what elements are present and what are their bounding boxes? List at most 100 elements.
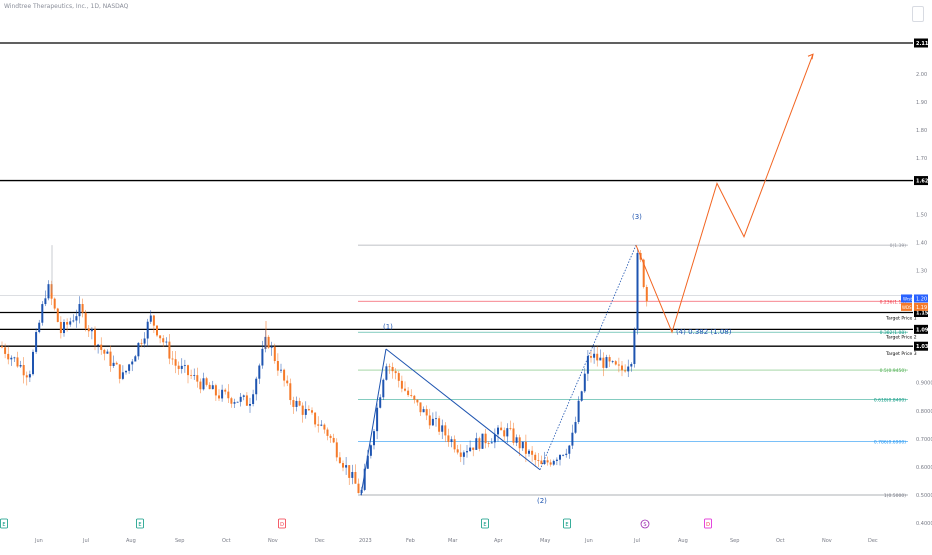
- x-tick-label: Jul: [82, 538, 89, 544]
- candle: [524, 441, 527, 454]
- candle: [50, 284, 53, 299]
- candle: [552, 460, 555, 465]
- projection-arrow: [807, 53, 814, 60]
- y-tick-label: 1.15: [916, 311, 929, 317]
- projection-path: [635, 54, 814, 334]
- candle: [357, 483, 360, 494]
- y-tick-label: 0.9000: [916, 381, 932, 387]
- event-marker-label: E: [483, 522, 486, 528]
- candle: [22, 365, 25, 376]
- event-marker: [563, 518, 571, 529]
- x-tick-label: Nov: [822, 538, 832, 544]
- candle: [211, 385, 214, 390]
- candle: [332, 437, 335, 443]
- candle: [503, 430, 506, 437]
- wave-label: (1): [383, 323, 393, 331]
- candle: [255, 378, 258, 395]
- candle: [264, 336, 267, 349]
- candle: [131, 361, 134, 365]
- candle: [171, 358, 174, 360]
- candle: [565, 453, 568, 455]
- last-price-value: 1.20: [916, 296, 927, 302]
- candle: [218, 395, 220, 399]
- candle: [422, 409, 425, 413]
- candle: [69, 321, 72, 325]
- candle: [13, 357, 16, 359]
- candle: [146, 321, 149, 339]
- candle: [382, 379, 385, 398]
- candle: [137, 342, 140, 357]
- candle: [571, 432, 574, 446]
- wave-label: (4) 0.382 (1.08): [676, 328, 732, 336]
- candle: [174, 359, 177, 366]
- candle: [252, 394, 255, 404]
- candle: [81, 304, 84, 313]
- level-badge: [914, 341, 928, 351]
- event-marker-label: E: [2, 522, 5, 528]
- fib-label: 0.5(0.9450): [880, 368, 907, 374]
- candle: [208, 384, 211, 390]
- x-tick-label: Sep: [730, 538, 739, 544]
- candle: [227, 391, 230, 399]
- candle: [450, 439, 453, 442]
- candle: [7, 353, 10, 360]
- candle: [590, 356, 592, 358]
- event-marker: [136, 518, 144, 529]
- candle: [165, 341, 168, 343]
- candle: [540, 460, 543, 465]
- level-badge: [914, 176, 928, 186]
- candle: [156, 325, 158, 336]
- candle: [280, 369, 282, 371]
- candle: [633, 330, 636, 364]
- x-tick-label: Oct: [776, 538, 785, 544]
- event-marker-label: E: [138, 522, 141, 528]
- candle: [143, 338, 146, 344]
- fib-label: 0(1.39): [890, 243, 907, 249]
- candle: [453, 439, 456, 450]
- fib-label: 0.786(0.6900): [874, 440, 906, 446]
- candle: [236, 401, 239, 403]
- candle: [493, 434, 496, 443]
- candle: [47, 284, 50, 299]
- candle: [472, 447, 475, 450]
- candle: [242, 395, 245, 397]
- candle: [152, 315, 155, 326]
- candle: [438, 418, 441, 432]
- x-tick-label: Jun: [584, 538, 593, 544]
- x-tick-label: Apr: [494, 538, 504, 544]
- candle: [431, 418, 434, 426]
- wave-line: [539, 244, 637, 470]
- candles: [1, 248, 648, 496]
- candle: [317, 424, 320, 426]
- wave-label: (2): [537, 497, 547, 505]
- candle: [90, 329, 93, 332]
- candle: [84, 312, 87, 329]
- y-tick-label: 2.11: [916, 41, 929, 47]
- candle: [621, 365, 623, 371]
- panel-icon[interactable]: [912, 6, 924, 22]
- candle: [549, 462, 552, 465]
- candle: [87, 328, 90, 332]
- candle: [435, 418, 437, 420]
- candle: [112, 362, 115, 366]
- candle: [376, 407, 379, 432]
- candle: [44, 298, 47, 305]
- candle: [63, 322, 65, 334]
- candle: [270, 346, 273, 348]
- x-tick-label: Oct: [222, 538, 231, 544]
- candle: [500, 427, 503, 431]
- y-tick-label: 1.40: [916, 240, 927, 246]
- candle: [555, 459, 558, 461]
- price-axis: [913, 0, 932, 550]
- target-price-label: Target Price 2: [885, 334, 917, 340]
- candle: [66, 322, 69, 325]
- candle: [168, 341, 171, 359]
- candle: [94, 329, 96, 346]
- candle: [593, 353, 596, 358]
- wave-line: [385, 348, 541, 471]
- candle: [183, 365, 186, 367]
- fib-label: 0.618(0.8400): [874, 398, 906, 404]
- last-price-label: Wrst: [903, 296, 913, 301]
